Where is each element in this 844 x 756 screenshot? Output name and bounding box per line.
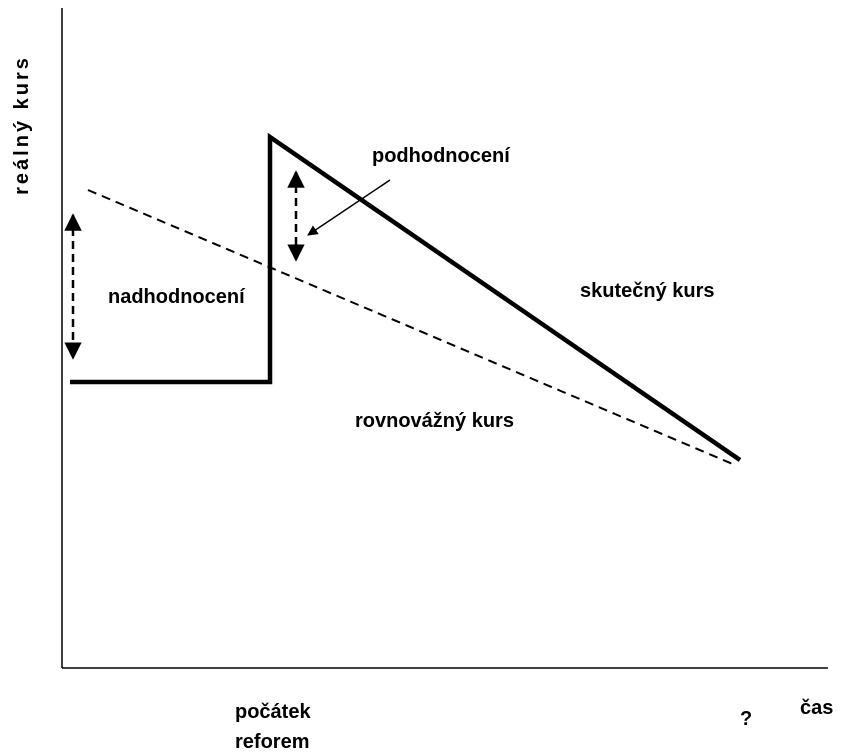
undervaluation-label: podhodnocení [372,145,511,167]
actual-rate-label: skutečný kurs [580,280,715,302]
equilibrium-rate-label: rovnovážný kurs [355,410,514,432]
reform-start-label: reforem [235,731,309,753]
x-axis-label: čas [800,697,833,719]
actual-rate-line [70,132,742,462]
pointer-arrow [307,179,391,236]
overvaluation-label: nadhodnocení [108,286,246,308]
reform-start-label: počátek [235,701,311,723]
equilibrium-line [87,189,736,466]
y-axis-label: reálný kurs [11,55,33,195]
question-label: ? [740,708,752,730]
